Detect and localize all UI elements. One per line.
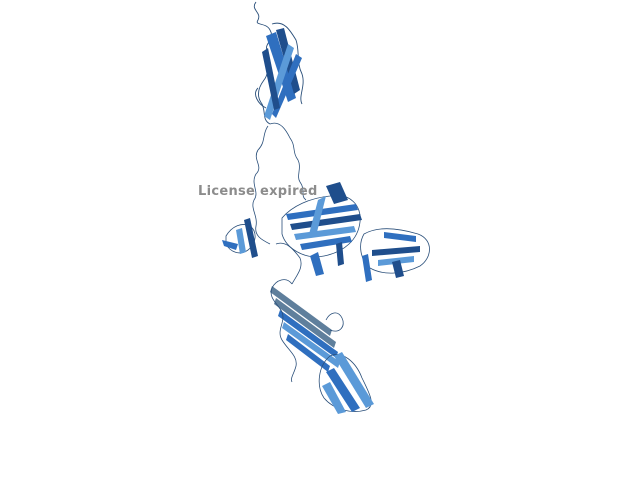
domain-center <box>281 182 362 276</box>
domain-left <box>222 218 258 258</box>
domain-top-ribbons <box>262 28 302 120</box>
domain-right <box>360 228 430 282</box>
domain-bottom-ribbons <box>270 286 340 372</box>
linker-coils <box>252 122 307 285</box>
domain-tail <box>318 352 374 414</box>
domain-bottom-coils <box>270 279 344 383</box>
license-watermark: License expired <box>198 184 318 199</box>
